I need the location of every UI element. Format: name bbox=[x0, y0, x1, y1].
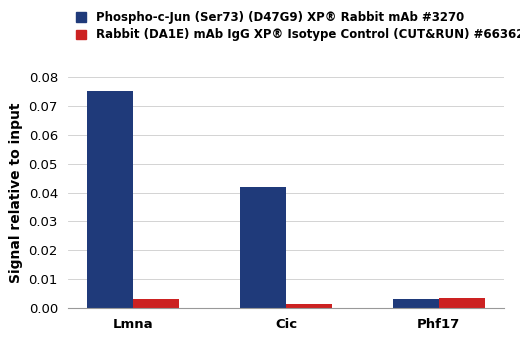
Legend: Phospho-c-Jun (Ser73) (D47G9) XP® Rabbit mAb #3270, Rabbit (DA1E) mAb IgG XP® Is: Phospho-c-Jun (Ser73) (D47G9) XP® Rabbit… bbox=[73, 9, 520, 44]
Bar bbox=[393, 299, 439, 308]
Bar bbox=[439, 298, 485, 308]
Bar bbox=[133, 299, 179, 308]
Bar bbox=[87, 91, 133, 308]
Y-axis label: Signal relative to input: Signal relative to input bbox=[9, 102, 23, 283]
Bar bbox=[286, 304, 332, 308]
Bar bbox=[240, 187, 286, 308]
